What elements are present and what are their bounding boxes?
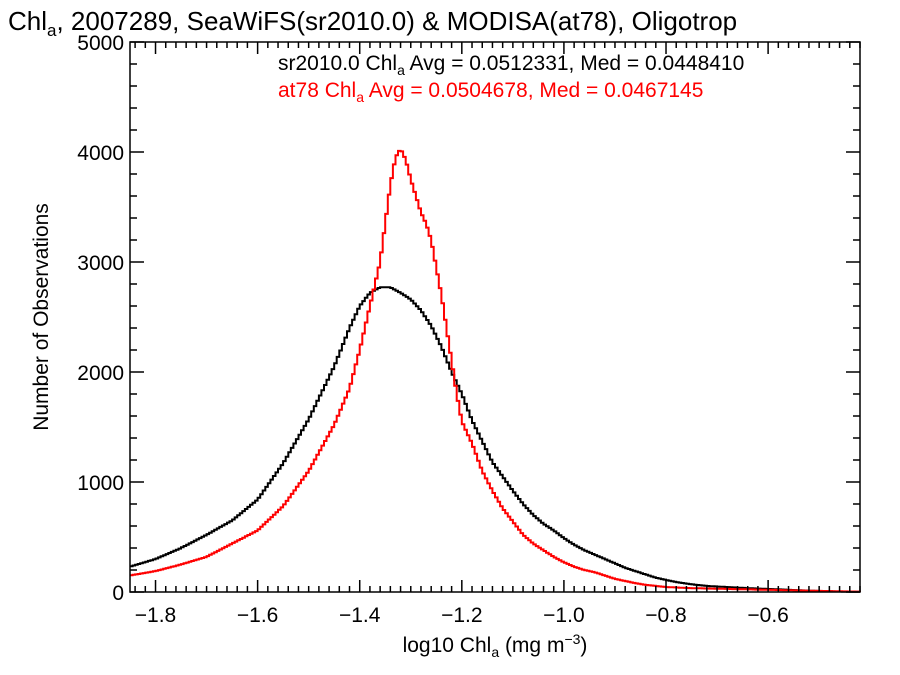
x-tick-label: −1.0 (543, 604, 584, 627)
chart-title: Chla, 2007289, SeaWiFS(sr2010.0) & MODIS… (8, 6, 737, 40)
x-tick-label: −0.6 (747, 604, 788, 627)
tick-layer: −1.8 −1.6 −1.4 −1.2 −1.0 −0.8 −0.6 0 1000 2000 300… (77, 32, 861, 627)
series-layer (130, 149, 861, 593)
y-tick-label: 1000 (77, 472, 124, 495)
legend-entry-sr2010: sr2010.0 Chla Avg = 0.0512331, Med = 0.0… (278, 52, 744, 78)
y-tick-label: 4000 (77, 142, 124, 165)
y-tick-label: 2000 (77, 362, 124, 385)
plot-frame (129, 41, 861, 593)
series-line-sr2010 (130, 286, 860, 593)
y-axis-title: Number of Observations (30, 203, 53, 431)
legend-entry-at78: at78 Chla Avg = 0.0504678, Med = 0.04671… (278, 79, 703, 105)
series-line-at78 (130, 149, 861, 593)
x-tick-label: −1.6 (237, 604, 278, 627)
x-axis-title: log10 Chla (mg m−3) (403, 631, 588, 660)
y-tick-label: 3000 (77, 252, 124, 275)
x-tick-label: −1.4 (339, 604, 381, 627)
y-tick-label: 0 (112, 582, 124, 605)
x-tick-label: −1.2 (441, 604, 482, 627)
x-tick-label: −0.8 (645, 604, 686, 627)
x-tick-label: −1.8 (135, 604, 176, 627)
y-tick-label: 5000 (77, 32, 124, 55)
